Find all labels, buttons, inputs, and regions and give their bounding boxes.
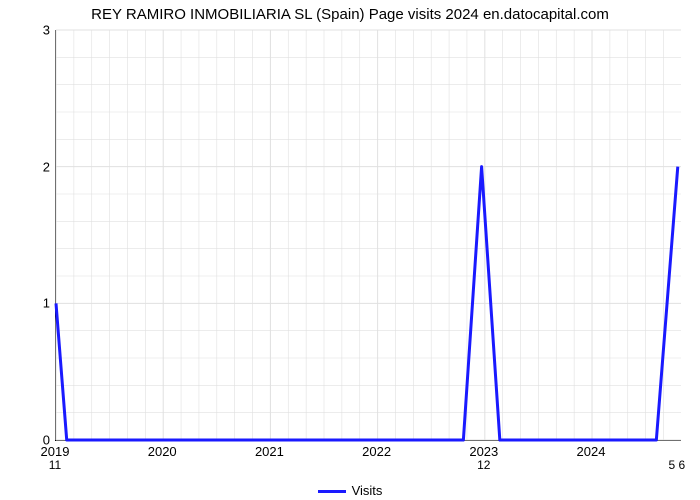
chart-title: REY RAMIRO INMOBILIARIA SL (Spain) Page … xyxy=(0,6,700,23)
legend-swatch xyxy=(318,490,346,493)
plot-area xyxy=(55,30,681,441)
y-tick-label: 3 xyxy=(30,23,50,38)
visits-chart: REY RAMIRO INMOBILIARIA SL (Spain) Page … xyxy=(0,0,700,500)
x-tick-label: 2024 xyxy=(577,444,606,459)
secondary-label: 11 xyxy=(49,458,61,472)
legend: Visits xyxy=(0,483,700,498)
series-layer xyxy=(56,30,681,440)
secondary-label: 12 xyxy=(477,458,490,472)
y-tick-label: 1 xyxy=(30,296,50,311)
legend-label: Visits xyxy=(352,483,383,498)
x-tick-label: 2019 xyxy=(41,444,70,459)
x-tick-label: 2023 xyxy=(469,444,498,459)
x-tick-label: 2020 xyxy=(148,444,177,459)
y-tick-label: 2 xyxy=(30,159,50,174)
x-tick-label: 2021 xyxy=(255,444,284,459)
secondary-label: 5 6 xyxy=(668,458,685,472)
x-tick-label: 2022 xyxy=(362,444,391,459)
